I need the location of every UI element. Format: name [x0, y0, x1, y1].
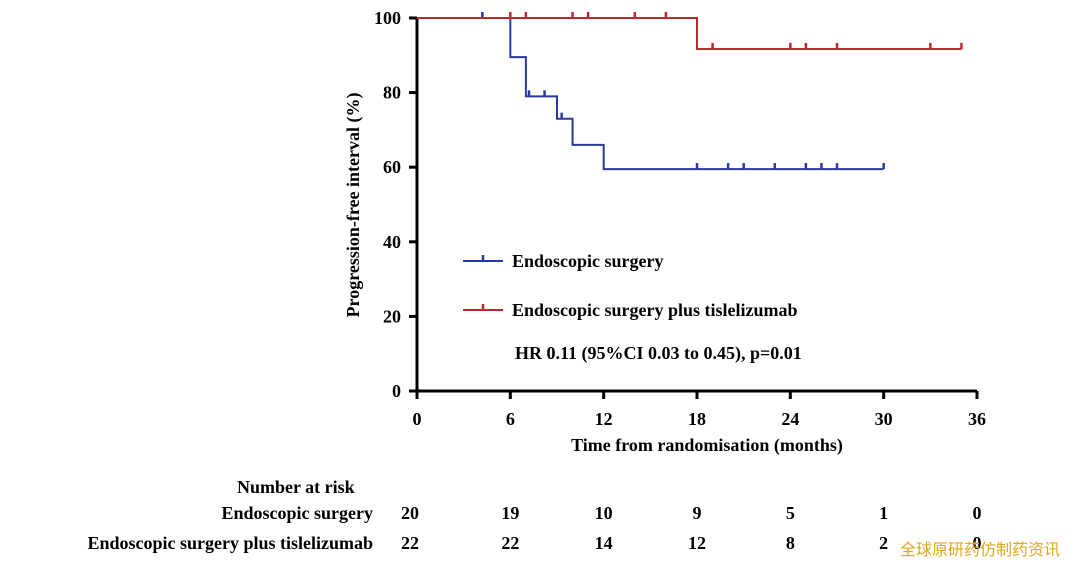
- risk-count: 0: [972, 503, 982, 523]
- x-tick-label: 6: [506, 409, 515, 429]
- risk-count: 12: [688, 533, 706, 553]
- y-axis-label: Progression-free interval (%): [343, 93, 364, 318]
- legend: Endoscopic surgery Endoscopic surgery plu…: [463, 251, 798, 320]
- axes: [409, 16, 979, 399]
- legend-label: Endoscopic surgery: [512, 251, 664, 271]
- risk-count: 14: [594, 533, 613, 553]
- risk-table-title: Number at risk: [237, 477, 355, 497]
- risk-count: 20: [401, 503, 419, 523]
- risk-count: 9: [692, 503, 702, 523]
- x-tick-label: 24: [781, 409, 799, 429]
- risk-row-label: Endoscopic surgery: [221, 503, 373, 523]
- x-tick-label: 18: [688, 409, 706, 429]
- survival-curves: [417, 12, 963, 171]
- risk-count: 19: [501, 503, 520, 523]
- y-tick-label: 20: [383, 306, 401, 326]
- km-curve-2: [417, 17, 962, 50]
- watermark: 全球原研药仿制药资讯: [899, 540, 1060, 559]
- x-tick-label: 12: [595, 409, 613, 429]
- km-curve-1: [417, 17, 884, 171]
- x-tick-label: 36: [968, 409, 986, 429]
- legend-label: Endoscopic surgery plus tislelizumab: [512, 300, 798, 320]
- y-tick-label: 40: [383, 232, 401, 252]
- y-tick-label: 100: [374, 8, 401, 28]
- risk-count: 22: [501, 533, 520, 553]
- risk-count: 22: [401, 533, 419, 553]
- risk-count: 1: [879, 503, 889, 523]
- tick-labels: 0 6 12 18 24 30 36 0 20 40 60 80 100: [374, 8, 986, 429]
- x-tick-label: 30: [875, 409, 893, 429]
- risk-row-label: Endoscopic surgery plus tislelizumab: [87, 533, 373, 553]
- x-axis-label: Time from randomisation (months): [571, 435, 843, 456]
- y-tick-label: 0: [392, 381, 401, 401]
- y-tick-label: 80: [383, 83, 401, 103]
- risk-count: 5: [785, 503, 795, 523]
- x-tick-label: 0: [413, 409, 422, 429]
- risk-count: 2: [879, 533, 889, 553]
- y-tick-label: 60: [383, 157, 401, 177]
- hazard-ratio-annotation: HR 0.11 (95%CI 0.03 to 0.45), p=0.01: [515, 343, 802, 364]
- risk-count: 8: [785, 533, 795, 553]
- risk-count: 10: [594, 503, 613, 523]
- risk-count: 0: [972, 533, 982, 553]
